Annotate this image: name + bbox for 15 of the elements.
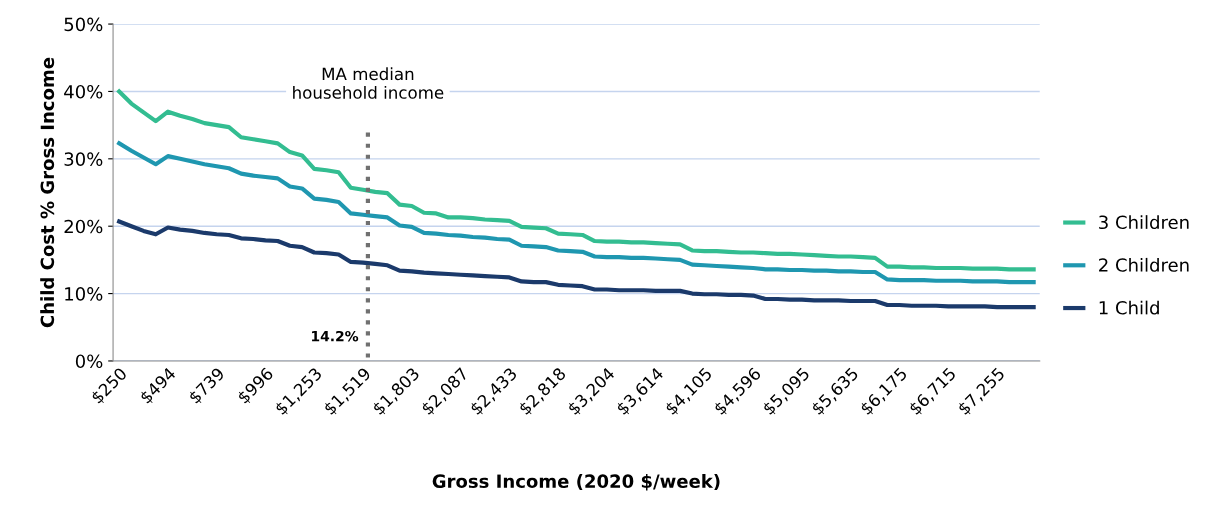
legend-label: 2 Children <box>1099 257 1189 272</box>
line-series <box>117 141 1036 285</box>
line-series <box>117 219 1036 310</box>
x-axis-title: Gross Income (2020 $/week) <box>432 474 720 491</box>
annotation: MA median household income <box>293 67 444 99</box>
y-tick-label: 20% <box>64 219 103 234</box>
y-tick-label: 10% <box>65 287 103 301</box>
y-tick-label: 40% <box>64 84 103 99</box>
annotation: 14.2% <box>312 330 359 342</box>
legend-label: 1 Child <box>1099 300 1159 315</box>
y-tick-label: 30% <box>64 152 103 166</box>
y-tick-label: 50% <box>64 17 103 32</box>
legend-label: 3 Children <box>1099 215 1189 230</box>
y-tick-label: 0% <box>75 354 103 369</box>
y-axis-title: Child Cost % Gross Income <box>40 57 55 328</box>
